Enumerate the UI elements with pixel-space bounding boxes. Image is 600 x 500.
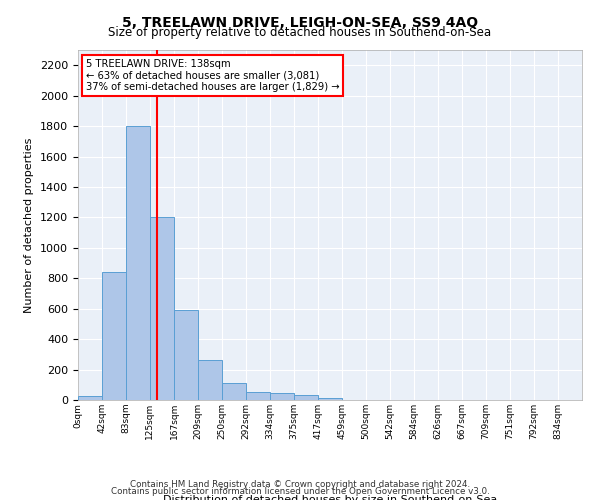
Bar xyxy=(270,393,294,400)
Bar xyxy=(222,384,246,400)
Bar xyxy=(150,218,174,400)
Bar xyxy=(126,126,150,400)
Text: 5 TREELAWN DRIVE: 138sqm
← 63% of detached houses are smaller (3,081)
37% of sem: 5 TREELAWN DRIVE: 138sqm ← 63% of detach… xyxy=(86,59,339,92)
Bar xyxy=(246,392,270,400)
Bar xyxy=(198,360,222,400)
Text: Size of property relative to detached houses in Southend-on-Sea: Size of property relative to detached ho… xyxy=(109,26,491,39)
Bar xyxy=(174,310,198,400)
X-axis label: Distribution of detached houses by size in Southend-on-Sea: Distribution of detached houses by size … xyxy=(163,494,497,500)
Text: Contains HM Land Registry data © Crown copyright and database right 2024.: Contains HM Land Registry data © Crown c… xyxy=(130,480,470,489)
Text: Contains public sector information licensed under the Open Government Licence v3: Contains public sector information licen… xyxy=(110,487,490,496)
Bar xyxy=(78,396,102,400)
Bar xyxy=(294,396,318,400)
Text: 5, TREELAWN DRIVE, LEIGH-ON-SEA, SS9 4AQ: 5, TREELAWN DRIVE, LEIGH-ON-SEA, SS9 4AQ xyxy=(122,16,478,30)
Bar xyxy=(318,398,342,400)
Bar xyxy=(102,272,126,400)
Y-axis label: Number of detached properties: Number of detached properties xyxy=(25,138,34,312)
